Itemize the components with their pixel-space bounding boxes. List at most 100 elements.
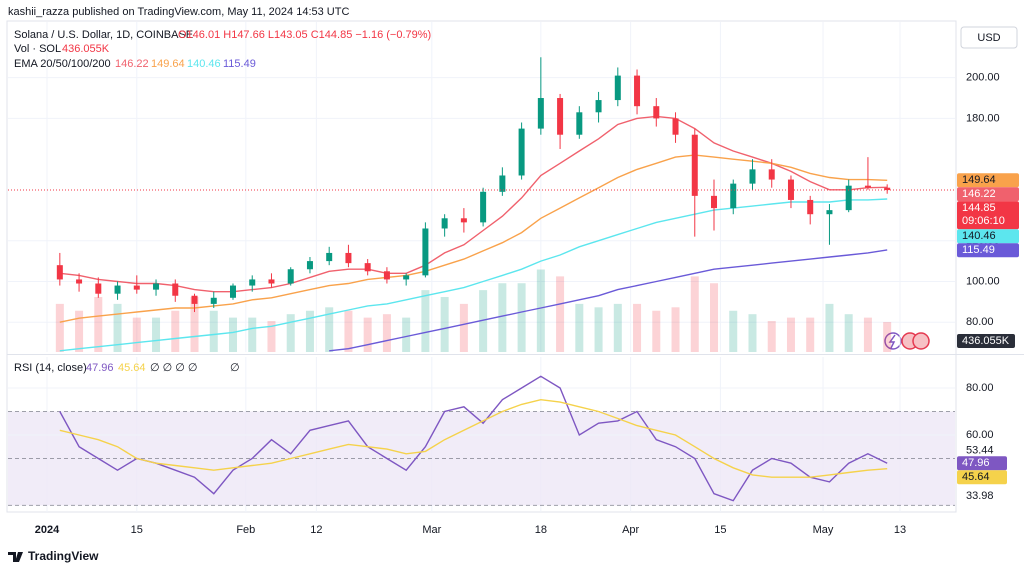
- candle-body: [441, 218, 448, 229]
- volume-bar: [209, 310, 218, 352]
- legend-volume: Vol · SOL: [14, 43, 61, 55]
- y-tick-label: 80.00: [966, 382, 994, 394]
- candle-body: [787, 179, 794, 200]
- price-label: 47.96: [962, 457, 990, 469]
- price-label: 149.64: [962, 174, 996, 186]
- volume-label: 436.055K: [962, 335, 1010, 347]
- volume-bar: [498, 283, 507, 352]
- candle-body: [56, 265, 63, 280]
- volume-bar: [440, 297, 449, 352]
- icon: [912, 332, 930, 350]
- x-tick-label: Feb: [236, 524, 255, 536]
- x-tick-label: 15: [714, 524, 726, 536]
- candle-body: [653, 106, 660, 119]
- x-tick-label: 18: [535, 524, 547, 536]
- legend-value: 146.22: [115, 58, 149, 70]
- volume-bar: [863, 317, 872, 352]
- price-label-box: [957, 243, 1019, 258]
- candle-body: [153, 283, 160, 290]
- candle-body: [95, 283, 102, 294]
- candle-body: [172, 283, 179, 296]
- candle-body: [422, 228, 429, 276]
- price-label-box: [957, 201, 1019, 230]
- x-tick-label: Mar: [422, 524, 441, 536]
- volume-bar: [152, 317, 161, 352]
- candle-body: [133, 285, 140, 290]
- indicator-icons: [884, 332, 930, 350]
- candle-body: [595, 100, 602, 113]
- volume-bar: [786, 317, 795, 352]
- logo: TradingView: [8, 549, 99, 563]
- volume-bar: [75, 310, 84, 352]
- volume-bar: [382, 314, 391, 352]
- volume-bar: [883, 322, 892, 352]
- candle-body: [249, 279, 256, 286]
- legend-value: 149.64: [151, 58, 185, 70]
- currency-button[interactable]: [960, 26, 1018, 49]
- icon: [884, 332, 902, 350]
- legend-value: 115.49: [223, 58, 256, 70]
- price-label: 140.46: [962, 230, 996, 242]
- volume-bar: [363, 317, 372, 352]
- volume-bar: [613, 303, 622, 352]
- candle-body: [807, 199, 814, 215]
- icon: [888, 334, 896, 349]
- x-tick-label: 2024: [35, 524, 60, 536]
- legend-value: 45.64: [118, 362, 146, 374]
- legend-ohlc: O146.01 H147.66 L143.05 C144.85 −1.16 (−…: [178, 29, 431, 41]
- candle-body: [306, 261, 313, 270]
- price-label: 144.85: [962, 202, 996, 214]
- candle-body: [268, 279, 275, 284]
- y-tick-label: 60.00: [966, 429, 994, 441]
- candle-body: [326, 252, 333, 262]
- price-label: 115.49: [962, 244, 995, 256]
- volume-bar: [575, 303, 584, 352]
- indicator-line: [59, 198, 888, 352]
- volume-bar: [286, 314, 295, 352]
- candle-body: [403, 275, 410, 280]
- volume-bar: [190, 297, 199, 352]
- candle-body: [345, 252, 352, 264]
- indicator-line: [59, 398, 888, 478]
- logo-icon: [8, 552, 23, 562]
- price-label-box: [957, 187, 1019, 202]
- y-tick-label: 53.44: [966, 444, 994, 456]
- candle-body: [191, 295, 198, 304]
- volume-bar: [536, 269, 545, 352]
- volume-bar: [652, 310, 661, 352]
- price-label: 45.64: [962, 471, 990, 483]
- price-label: 146.22: [962, 188, 996, 200]
- price-label-box: [957, 173, 1019, 188]
- volume-bar: [767, 321, 776, 352]
- indicator-line: [329, 249, 888, 352]
- price-label-box: [957, 470, 1007, 485]
- legend-value: 47.96: [86, 362, 114, 374]
- candle-body: [114, 285, 121, 294]
- indicator-line: [59, 375, 888, 502]
- candle-body: [460, 218, 467, 223]
- price-label: 09:06:10: [962, 215, 1005, 227]
- legend-extra: ∅ ∅ ∅ ∅: [150, 362, 198, 374]
- legend-extra: ∅: [230, 362, 240, 374]
- candle-body: [749, 169, 756, 184]
- volume-label-box: [957, 334, 1015, 349]
- x-tick-label: 15: [131, 524, 143, 536]
- volume-bar: [305, 310, 314, 352]
- indicator-line: [59, 154, 888, 323]
- volume-bar: [556, 276, 565, 352]
- volume-bar: [825, 303, 834, 352]
- volume-bar: [690, 276, 699, 352]
- candle-body: [537, 98, 544, 129]
- candle-body: [383, 271, 390, 280]
- candle-body: [229, 285, 236, 298]
- volume-bar: [267, 321, 276, 352]
- volume-bar: [517, 283, 526, 352]
- candle-body: [518, 128, 525, 176]
- legend-value: 140.46: [187, 58, 221, 70]
- x-tick-label: 13: [894, 524, 906, 536]
- logo-text: TradingView: [28, 549, 99, 563]
- volume-bar: [633, 303, 642, 352]
- volume-bar: [94, 297, 103, 352]
